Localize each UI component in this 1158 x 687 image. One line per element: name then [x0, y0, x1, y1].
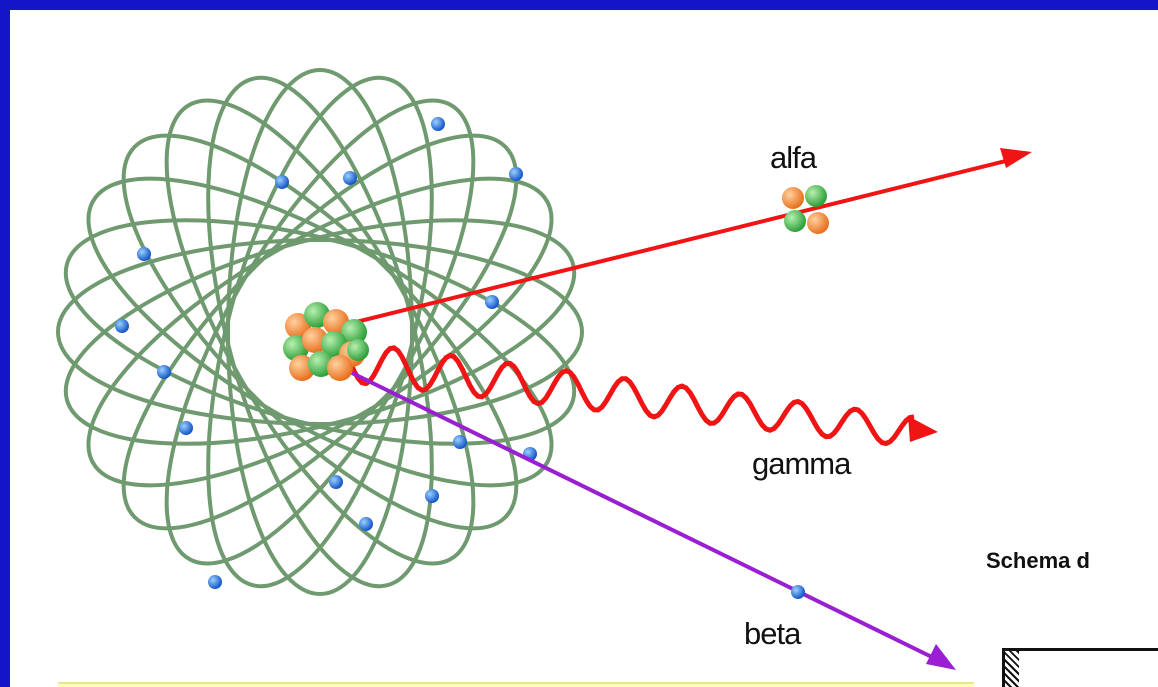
electron	[431, 117, 445, 131]
beta-ray	[349, 370, 956, 670]
orbit-ellipse	[206, 75, 434, 589]
alpha-ray	[347, 148, 1032, 326]
electron	[453, 435, 467, 449]
orbit-ellipse	[121, 133, 519, 531]
electron	[485, 295, 499, 309]
electron	[329, 475, 343, 489]
orbit-ellipse	[56, 238, 584, 426]
electron	[157, 365, 171, 379]
electrons	[115, 117, 537, 589]
orbit-ellipse	[164, 98, 476, 566]
orbit-ellipse	[63, 218, 577, 446]
electron-orbits	[56, 68, 584, 596]
electron	[343, 171, 357, 185]
electron	[275, 175, 289, 189]
orbit-ellipse	[63, 218, 577, 446]
schema-box	[1002, 648, 1158, 687]
electron	[359, 517, 373, 531]
orbit-ellipse	[86, 176, 554, 488]
orbit-ellipse	[86, 176, 554, 488]
electron	[509, 167, 523, 181]
electron	[115, 319, 129, 333]
nucleus	[283, 302, 369, 381]
electron	[208, 575, 222, 589]
diagram-canvas: alfa gamma beta Schema d	[10, 10, 1158, 687]
gamma-label: gamma	[752, 446, 851, 481]
beta-label: beta	[744, 616, 801, 651]
alpha-label: alfa	[770, 140, 817, 175]
hatched-wall	[1005, 651, 1019, 687]
radioactive-decay-illustration	[56, 68, 1032, 670]
gamma-ray	[347, 345, 938, 447]
electron	[425, 489, 439, 503]
orbit-ellipse	[121, 133, 519, 531]
electron	[179, 421, 193, 435]
alpha-particle	[782, 185, 829, 234]
orbit-ellipse	[226, 68, 414, 596]
orbit-ellipse	[164, 98, 476, 566]
schema-title: Schema d	[986, 548, 1090, 573]
electron	[137, 247, 151, 261]
note-box	[58, 682, 974, 687]
